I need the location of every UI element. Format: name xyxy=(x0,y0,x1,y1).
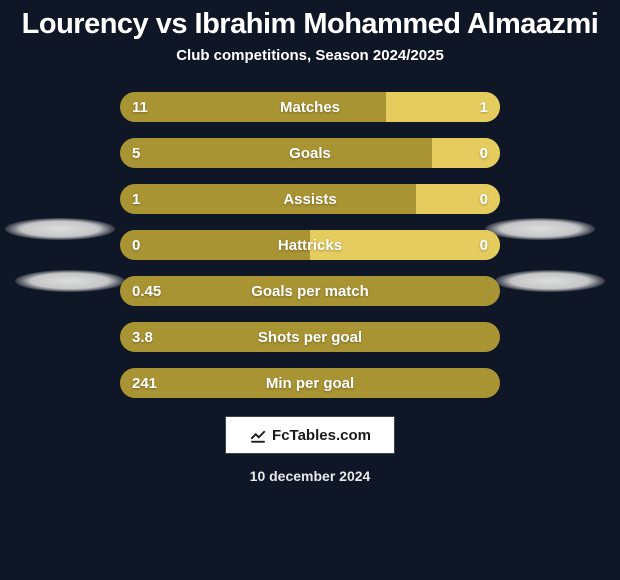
stat-label: Hattricks xyxy=(120,230,500,260)
stat-label: Goals xyxy=(120,138,500,168)
stat-row-hattricks: 0 Hattricks 0 xyxy=(120,230,500,260)
stat-row-goals-per-match: 0.45 Goals per match xyxy=(120,276,500,306)
stat-label: Min per goal xyxy=(120,368,500,398)
stat-row-min-per-goal: 241 Min per goal xyxy=(120,368,500,398)
player-right-shadow-2 xyxy=(495,270,605,292)
stat-value-right: 1 xyxy=(480,92,488,122)
stat-row-goals: 5 Goals 0 xyxy=(120,138,500,168)
stat-row-assists: 1 Assists 0 xyxy=(120,184,500,214)
subtitle: Club competitions, Season 2024/2025 xyxy=(0,47,620,64)
stat-value-right: 0 xyxy=(480,138,488,168)
stat-label: Shots per goal xyxy=(120,322,500,352)
stat-value-right: 0 xyxy=(480,184,488,214)
stat-row-matches: 11 Matches 1 xyxy=(120,92,500,122)
page-title: Lourency vs Ibrahim Mohammed Almaazmi xyxy=(0,0,620,47)
stat-label: Goals per match xyxy=(120,276,500,306)
stat-value-right: 0 xyxy=(480,230,488,260)
watermark: FcTables.com xyxy=(225,416,395,454)
comparison-chart: 11 Matches 1 5 Goals 0 1 Assists 0 0 Hat… xyxy=(0,92,620,398)
stat-label: Assists xyxy=(120,184,500,214)
player-left-shadow-2 xyxy=(15,270,125,292)
player-right-shadow-1 xyxy=(485,218,595,240)
chart-icon xyxy=(249,426,267,444)
watermark-text: FcTables.com xyxy=(272,427,371,444)
date-text: 10 december 2024 xyxy=(0,468,620,484)
player-left-shadow-1 xyxy=(5,218,115,240)
stat-row-shots-per-goal: 3.8 Shots per goal xyxy=(120,322,500,352)
stat-label: Matches xyxy=(120,92,500,122)
